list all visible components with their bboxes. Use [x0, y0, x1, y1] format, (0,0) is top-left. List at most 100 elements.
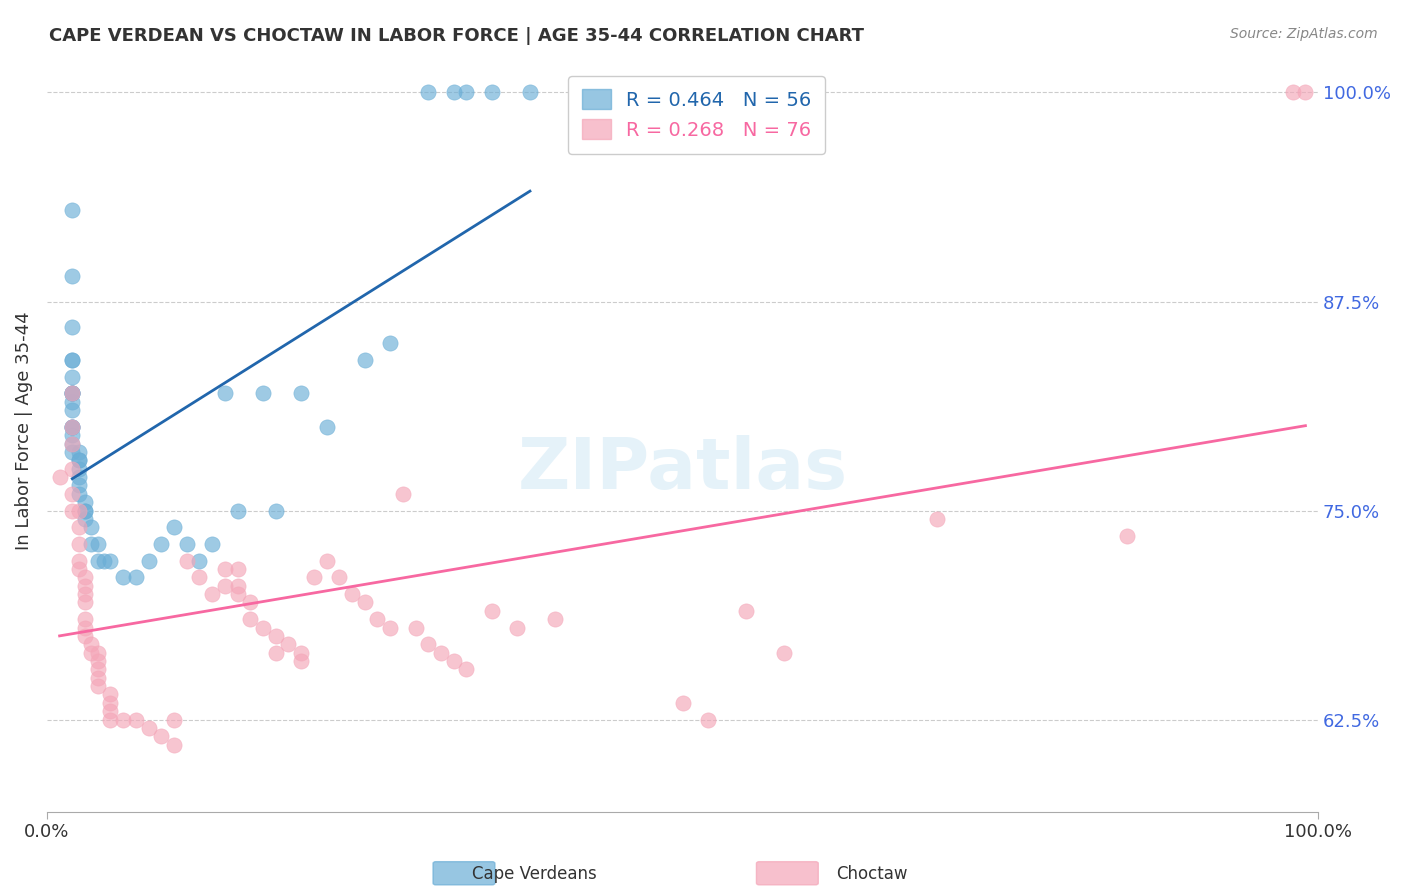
Point — [163, 713, 186, 727]
Point — [60, 386, 83, 401]
Point — [87, 679, 110, 693]
Point — [773, 646, 796, 660]
Point — [73, 512, 96, 526]
Point — [60, 386, 83, 401]
Point — [73, 595, 96, 609]
Point — [60, 420, 83, 434]
Point — [60, 319, 83, 334]
Point — [925, 512, 948, 526]
Point — [60, 386, 83, 401]
Point — [138, 554, 160, 568]
Point — [100, 704, 122, 718]
Point — [340, 587, 363, 601]
Point — [226, 579, 249, 593]
Point — [100, 696, 122, 710]
Point — [60, 369, 83, 384]
Point — [188, 554, 211, 568]
Point — [226, 562, 249, 576]
Point — [697, 713, 720, 727]
Point — [80, 646, 103, 660]
Point — [201, 537, 224, 551]
Point — [239, 595, 262, 609]
Point — [80, 520, 103, 534]
Point — [73, 621, 96, 635]
Point — [277, 637, 299, 651]
Point — [443, 654, 465, 668]
Point — [125, 570, 148, 584]
Point — [353, 353, 375, 368]
Point — [60, 386, 83, 401]
Point — [67, 503, 90, 517]
Point — [73, 495, 96, 509]
Point — [315, 420, 337, 434]
Point — [73, 612, 96, 626]
Point — [138, 721, 160, 735]
Point — [80, 537, 103, 551]
Point — [93, 554, 115, 568]
Point — [60, 353, 83, 368]
Point — [73, 503, 96, 517]
Point — [264, 646, 287, 660]
Point — [60, 394, 83, 409]
Point — [87, 537, 110, 551]
Point — [67, 470, 90, 484]
Point — [239, 612, 262, 626]
Point — [60, 420, 83, 434]
Point — [60, 487, 83, 501]
Point — [60, 461, 83, 475]
Point — [60, 403, 83, 417]
Text: CAPE VERDEAN VS CHOCTAW IN LABOR FORCE | AGE 35-44 CORRELATION CHART: CAPE VERDEAN VS CHOCTAW IN LABOR FORCE |… — [49, 27, 865, 45]
Point — [67, 554, 90, 568]
Point — [60, 436, 83, 450]
Point — [67, 520, 90, 534]
Point — [252, 386, 274, 401]
Point — [80, 637, 103, 651]
Point — [456, 86, 478, 100]
Point — [100, 554, 122, 568]
Text: Choctaw: Choctaw — [837, 864, 907, 882]
Point — [188, 570, 211, 584]
Point — [87, 646, 110, 660]
Point — [60, 420, 83, 434]
Point — [60, 269, 83, 284]
Point — [100, 688, 122, 702]
Point — [73, 570, 96, 584]
Point — [201, 587, 224, 601]
Point — [264, 629, 287, 643]
Point — [544, 612, 567, 626]
Point — [519, 86, 541, 100]
Point — [60, 386, 83, 401]
Point — [150, 729, 173, 743]
Point — [328, 570, 350, 584]
Point — [67, 487, 90, 501]
Point — [60, 202, 83, 217]
Point — [125, 713, 148, 727]
Y-axis label: In Labor Force | Age 35-44: In Labor Force | Age 35-44 — [15, 312, 32, 550]
Point — [60, 445, 83, 459]
Point — [214, 562, 236, 576]
Point — [163, 738, 186, 752]
Point — [176, 554, 198, 568]
Point — [290, 654, 312, 668]
Text: ZIPatlas: ZIPatlas — [517, 434, 848, 504]
Point — [1281, 86, 1303, 100]
Point — [67, 453, 90, 467]
Point — [176, 537, 198, 551]
Point — [87, 554, 110, 568]
Point — [443, 86, 465, 100]
FancyBboxPatch shape — [756, 862, 818, 885]
Point — [392, 487, 415, 501]
Point — [418, 637, 440, 651]
Point — [353, 595, 375, 609]
Point — [430, 646, 453, 660]
Point — [214, 386, 236, 401]
Point — [60, 428, 83, 442]
Point — [418, 86, 440, 100]
Point — [315, 554, 337, 568]
Point — [506, 621, 529, 635]
Point — [378, 336, 401, 351]
Point — [67, 461, 90, 475]
Point — [73, 503, 96, 517]
Point — [264, 503, 287, 517]
FancyBboxPatch shape — [433, 862, 495, 885]
